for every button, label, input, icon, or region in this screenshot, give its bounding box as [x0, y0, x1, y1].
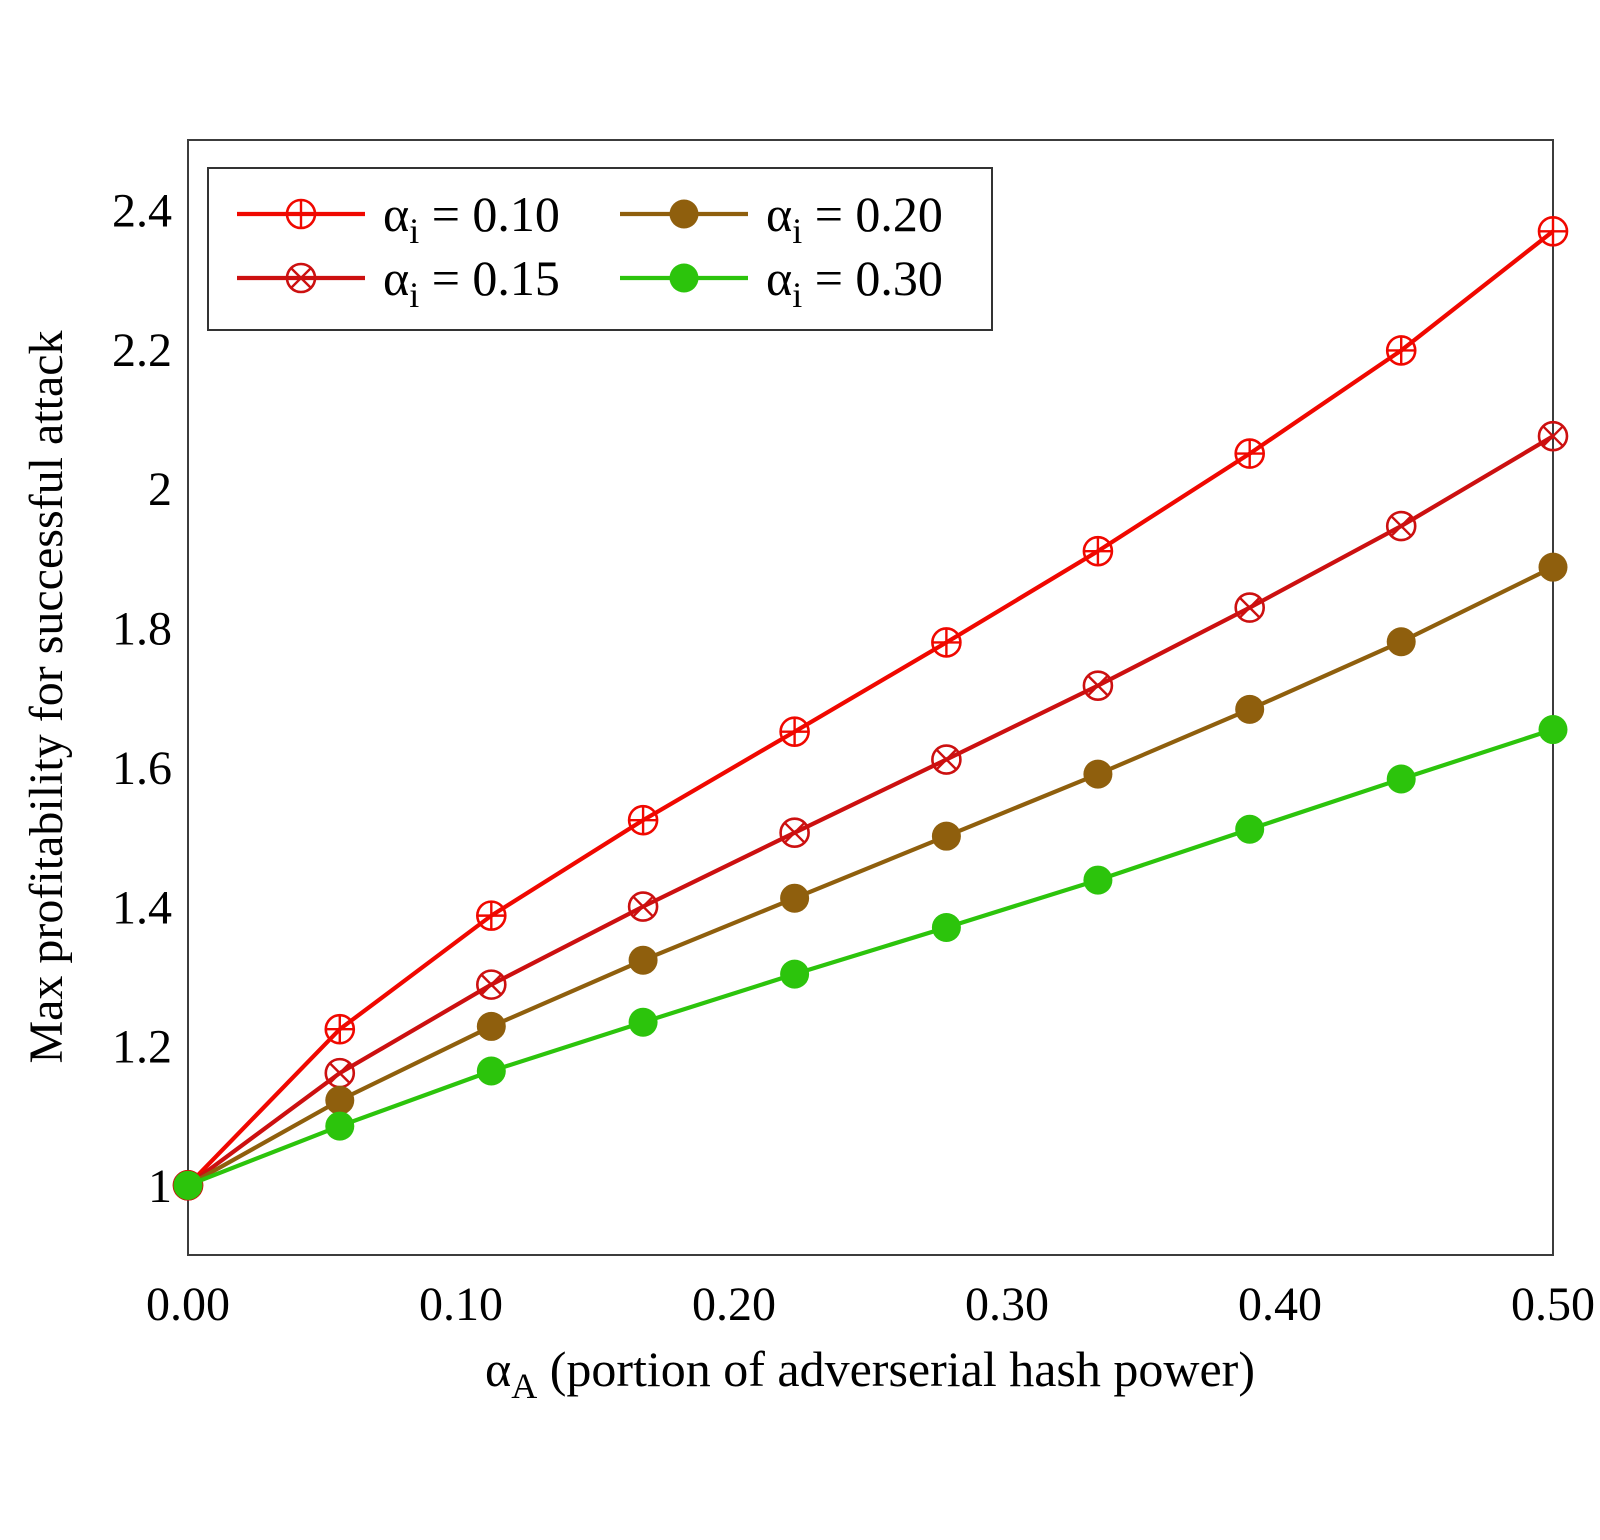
marker-alpha-i-0-20 — [325, 1085, 355, 1115]
marker-alpha-i-0-15 — [1234, 592, 1265, 623]
y-tick-label: 1.6 — [112, 742, 172, 795]
y-tick-label: 2.4 — [112, 184, 172, 237]
marker-alpha-i-0-15-bar — [1390, 515, 1413, 537]
legend-marker-alpha-i-0-20 — [669, 199, 699, 229]
marker-alpha-i-0-15 — [1385, 510, 1417, 542]
x-axis-title-alpha: α — [485, 1341, 511, 1397]
x-tick-label: 0.00 — [146, 1278, 230, 1331]
series-line-alpha-i-0-10 — [186, 229, 1555, 1187]
plot-border — [187, 139, 1554, 1256]
x-tick-label: 0.30 — [965, 1278, 1049, 1331]
marker-alpha-i-0-30 — [1235, 814, 1265, 844]
legend-label-alpha-i-0-20: αi = 0.20 — [766, 186, 943, 251]
marker-alpha-i-0-30 — [931, 912, 961, 942]
marker-alpha-i-0-15 — [779, 817, 810, 848]
x-axis-tick-labels: 0.00 0.10 0.20 0.30 0.40 0.50 — [146, 1278, 1595, 1331]
x-tick-label: 0.20 — [692, 1278, 776, 1331]
legend-label-alpha-i-0-10: αi = 0.10 — [383, 186, 560, 251]
marker-alpha-i-0-30 — [173, 1170, 203, 1200]
legend-marker-alpha-i-0-15-bar — [290, 267, 312, 289]
legend-marker-alpha-i-0-15 — [285, 262, 317, 294]
x-axis-title: αA (portion of adverserial hash power) — [485, 1341, 1255, 1406]
x-axis-title-subscript: A — [511, 1366, 537, 1406]
x-tick-label: 0.50 — [1511, 1278, 1595, 1331]
series-line-alpha-i-0-20 — [186, 565, 1554, 1188]
series-line-alpha-i-0-15 — [186, 434, 1555, 1188]
marker-alpha-i-0-15 — [476, 969, 507, 1000]
marker-alpha-i-0-30 — [325, 1111, 355, 1141]
y-axis-title: Max profitability for successful attack — [20, 330, 73, 1063]
marker-alpha-i-0-30 — [476, 1056, 506, 1086]
marker-alpha-i-0-20 — [931, 821, 961, 851]
x-axis-title-text: (portion of adverserial hash power) — [537, 1341, 1255, 1397]
marker-alpha-i-0-20 — [1083, 759, 1113, 789]
marker-alpha-i-0-20 — [476, 1011, 506, 1041]
marker-alpha-i-0-30 — [1538, 715, 1568, 745]
marker-alpha-i-0-15-bar — [632, 895, 654, 918]
y-tick-label: 2.2 — [112, 324, 172, 377]
legend-box — [207, 167, 993, 331]
y-tick-label: 1.8 — [112, 603, 172, 656]
marker-alpha-i-0-20 — [1386, 627, 1416, 657]
y-tick-label: 1 — [148, 1160, 172, 1213]
y-tick-label: 2 — [148, 463, 172, 516]
legend-label-alpha-i-0-15: αi = 0.15 — [383, 250, 560, 315]
y-axis-tick-labels: 1 1.2 1.4 1.6 1.8 2 2.2 2.4 — [112, 184, 172, 1213]
marker-alpha-i-0-15-bar — [1238, 596, 1261, 619]
marker-alpha-i-0-30 — [628, 1007, 658, 1037]
marker-alpha-i-0-15-bar — [480, 973, 503, 996]
marker-alpha-i-0-20 — [1235, 694, 1265, 724]
series-line-alpha-i-0-30 — [187, 727, 1554, 1188]
marker-alpha-i-0-20 — [780, 883, 810, 913]
marker-alpha-i-0-20 — [1538, 552, 1568, 582]
marker-alpha-i-0-15-bar — [1087, 674, 1109, 697]
marker-alpha-i-0-20 — [628, 945, 658, 975]
marker-alpha-i-0-15 — [1082, 670, 1114, 701]
marker-alpha-i-0-15-bar — [935, 748, 958, 771]
marker-alpha-i-0-30 — [1386, 764, 1416, 794]
marker-alpha-i-0-30 — [1083, 865, 1113, 895]
legend-marker-alpha-i-0-30 — [669, 263, 699, 293]
y-tick-label: 1.2 — [112, 1021, 172, 1074]
x-tick-label: 0.10 — [419, 1278, 503, 1331]
y-tick-label: 1.4 — [112, 881, 172, 934]
x-tick-label: 0.40 — [1238, 1278, 1322, 1331]
series-layer — [172, 215, 1569, 1201]
marker-alpha-i-0-30 — [780, 959, 810, 989]
marker-alpha-i-0-15-bar — [1542, 425, 1564, 448]
marker-alpha-i-0-15 — [627, 891, 659, 922]
marker-alpha-i-0-15-bar — [328, 1062, 351, 1084]
legend-label-alpha-i-0-30: αi = 0.30 — [766, 250, 943, 315]
marker-alpha-i-0-15-bar — [783, 821, 806, 844]
marker-alpha-i-0-15 — [931, 744, 962, 775]
marker-alpha-i-0-15 — [1537, 420, 1569, 452]
